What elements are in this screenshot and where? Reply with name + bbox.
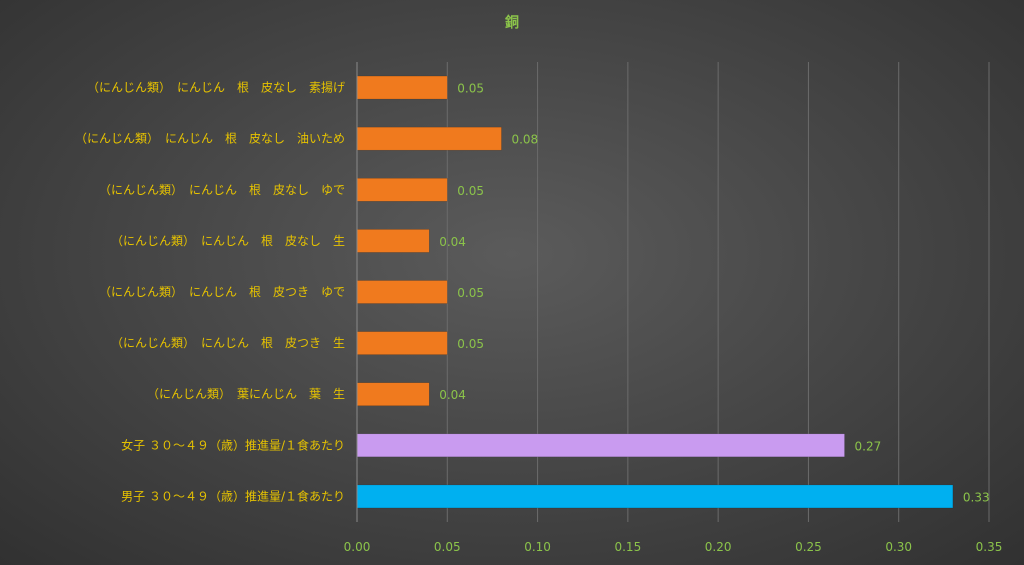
category-label: （にんじん類） にんじん 根 皮なし 生: [111, 234, 345, 248]
chart-title: 銅: [505, 15, 519, 31]
data-label: 0.08: [511, 133, 538, 147]
category-label: （にんじん類） にんじん 根 皮つき ゆで: [99, 285, 345, 299]
bar: [356, 433, 845, 458]
category-label: （にんじん類） にんじん 根 皮なし 素揚げ: [87, 81, 345, 95]
bar: [356, 229, 430, 253]
data-label: 0.04: [439, 388, 466, 402]
x-tick-label: 0.35: [976, 540, 1003, 554]
data-label: 0.05: [457, 286, 484, 300]
x-tick-label: 0.10: [524, 540, 551, 554]
x-tick-label: 0.15: [614, 540, 641, 554]
data-label: 0.04: [439, 235, 466, 249]
bar: [356, 75, 448, 100]
bar: [356, 484, 954, 509]
data-label: 0.27: [855, 439, 882, 453]
category-label: 女子 ３０～４９（歳）推進量/１食あたり: [121, 437, 345, 452]
data-label: 0.05: [457, 82, 484, 96]
category-label: （にんじん類） にんじん 根 皮なし ゆで: [99, 183, 345, 197]
category-label: （にんじん類） にんじん 根 皮なし 油いため: [75, 132, 345, 146]
bar: [356, 126, 502, 151]
x-tick-label: 0.30: [885, 540, 912, 554]
bar: [356, 178, 448, 202]
data-label: 0.05: [457, 184, 484, 198]
bar: [356, 382, 430, 406]
data-label: 0.05: [457, 337, 484, 351]
x-tick-label: 0.05: [434, 540, 461, 554]
x-tick-label: 0.25: [795, 540, 822, 554]
x-tick-label: 0.00: [344, 540, 371, 554]
bar: [356, 331, 448, 355]
category-label: （にんじん類） 葉にんじん 葉 生: [147, 387, 345, 401]
x-tick-label: 0.20: [705, 540, 732, 554]
category-label: （にんじん類） にんじん 根 皮つき 生: [111, 336, 345, 350]
data-label: 0.33: [963, 490, 990, 504]
bar: [356, 280, 448, 304]
category-label: 男子 ３０～４９（歳）推進量/１食あたり: [121, 488, 345, 503]
